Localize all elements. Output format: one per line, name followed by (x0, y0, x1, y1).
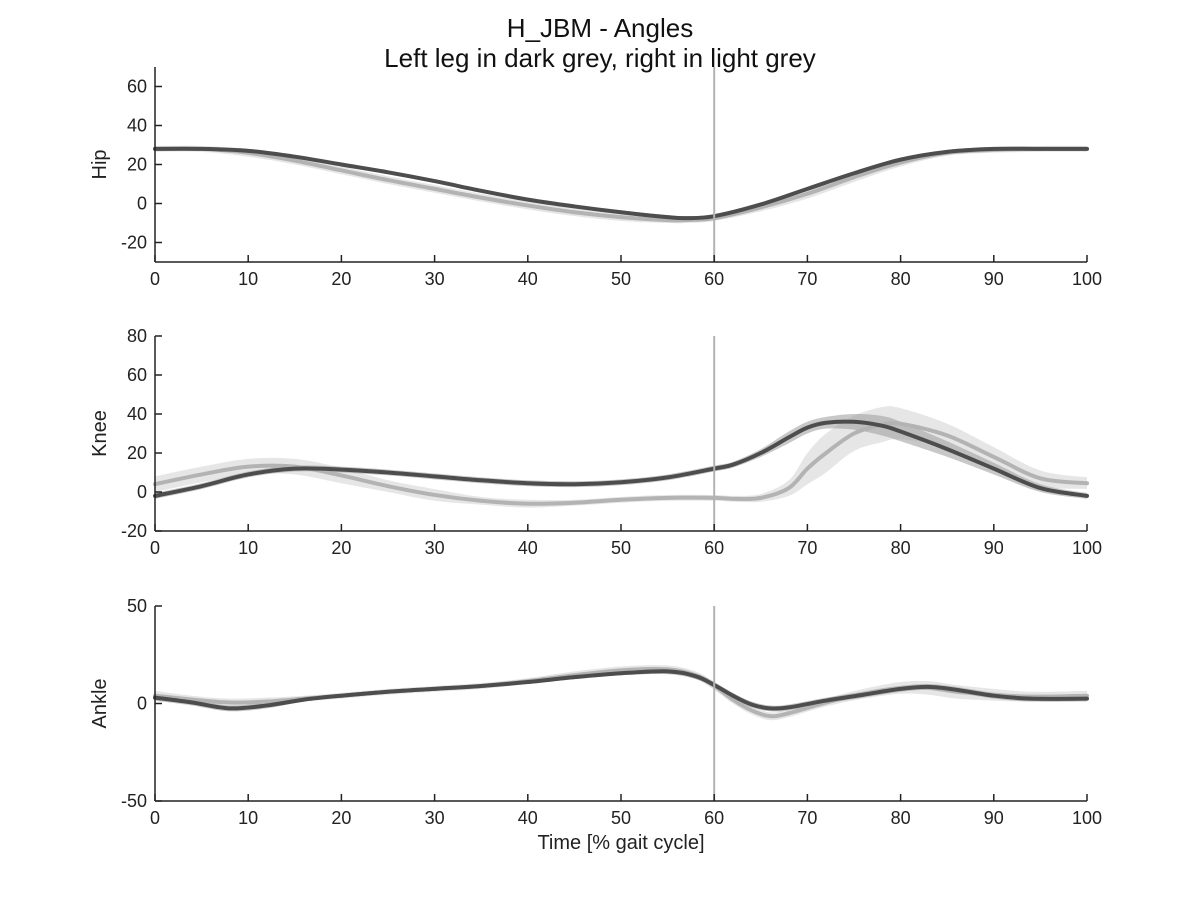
knee-y-tick-label: 20 (127, 443, 147, 463)
ankle-x-tick-label: 0 (150, 808, 160, 828)
hip-left-leg-line (153, 146, 1089, 221)
knee-x-tick-label: 30 (425, 538, 445, 558)
ankle-x-tick-label: 40 (518, 808, 538, 828)
knee-x-tick-label: 90 (984, 538, 1004, 558)
hip-x-tick-label: 80 (891, 269, 911, 289)
ankle-x-axis-label: Time [% gait cycle] (537, 832, 704, 854)
hip-right-leg-line (153, 146, 1089, 223)
knee-y-tick-label: 40 (127, 404, 147, 424)
knee-x-tick-label: 100 (1072, 538, 1102, 558)
hip-x-tick-label: 70 (797, 269, 817, 289)
hip-x-tick-label: 100 (1072, 269, 1102, 289)
ankle-y-axis-label: Ankle (89, 678, 111, 728)
knee-x-tick-label: 20 (331, 538, 351, 558)
ankle-x-tick-label: 30 (425, 808, 445, 828)
hip-y-tick-label: 20 (127, 155, 147, 175)
knee-y-tick-label: -20 (121, 521, 147, 541)
ankle-x-tick-label: 10 (238, 808, 258, 828)
knee-y-axis-label: Knee (89, 410, 111, 457)
knee-x-tick-label: 80 (891, 538, 911, 558)
ankle-x-tick-label: 70 (797, 808, 817, 828)
ankle-x-tick-label: 90 (984, 808, 1004, 828)
knee-y-tick-label: 0 (137, 482, 147, 502)
hip-y-tick-label: 0 (137, 194, 147, 214)
knee-y-tick-label: 60 (127, 365, 147, 385)
hip-x-tick-label: 10 (238, 269, 258, 289)
knee-x-tick-label: 70 (797, 538, 817, 558)
ankle-x-tick-label: 60 (704, 808, 724, 828)
chart-subtitle: Left leg in dark grey, right in light gr… (384, 43, 816, 73)
ankle-x-tick-label: 100 (1072, 808, 1102, 828)
knee-x-tick-label: 60 (704, 538, 724, 558)
hip-x-tick-label: 40 (518, 269, 538, 289)
ankle-x-tick-label: 50 (611, 808, 631, 828)
knee-x-tick-label: 0 (150, 538, 160, 558)
ankle-y-tick-label: 0 (137, 694, 147, 714)
hip-y-tick-label: 60 (127, 77, 147, 97)
hip-x-tick-label: 30 (425, 269, 445, 289)
hip-y-tick-label: 40 (127, 116, 147, 136)
knee-x-tick-label: 10 (238, 538, 258, 558)
ankle-x-tick-label: 20 (331, 808, 351, 828)
ankle-left-leg-line (153, 669, 1089, 711)
ankle-x-tick-label: 80 (891, 808, 911, 828)
hip-x-tick-label: 20 (331, 269, 351, 289)
hip-y-axis-label: Hip (89, 149, 111, 179)
knee-y-tick-label: 80 (127, 326, 147, 346)
ankle-y-tick-label: 50 (127, 596, 147, 616)
hip-y-tick-label: -20 (121, 233, 147, 253)
hip-x-tick-label: 90 (984, 269, 1004, 289)
chart-title: H_JBM - Angles (507, 13, 693, 43)
knee-x-tick-label: 50 (611, 538, 631, 558)
hip-x-tick-label: 60 (704, 269, 724, 289)
ankle-y-tick-label: -50 (121, 791, 147, 811)
hip-x-tick-label: 50 (611, 269, 631, 289)
ankle-right-leg-band (155, 665, 1087, 721)
hip-x-tick-label: 0 (150, 269, 160, 289)
knee-x-tick-label: 40 (518, 538, 538, 558)
